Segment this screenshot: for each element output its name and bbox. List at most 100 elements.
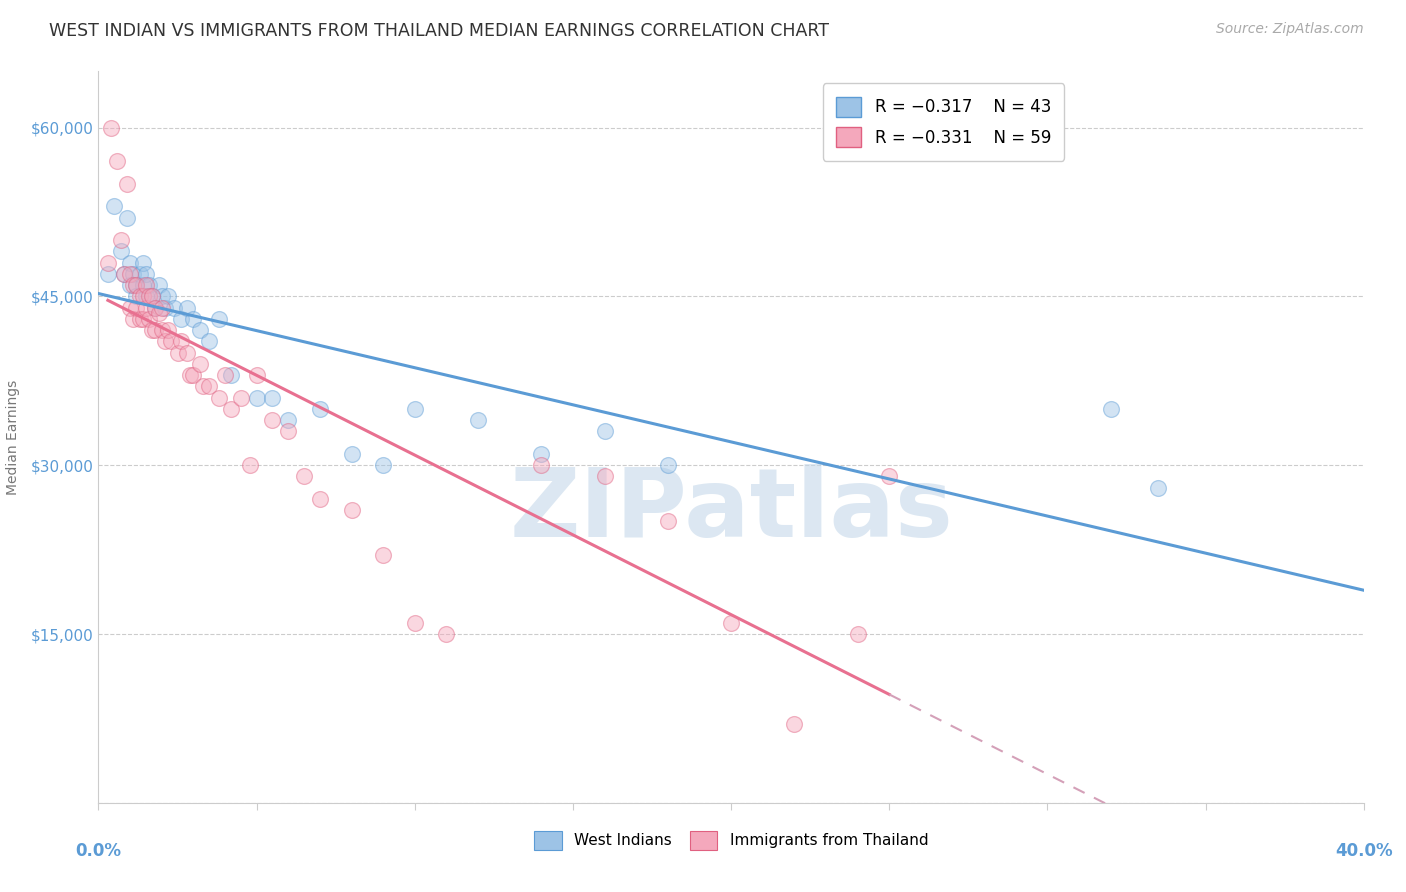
Point (100, 120, 122, 135)
Point (125, 289, 148, 303)
Point (371, 458, 394, 473)
Point (169, 312, 191, 326)
Text: Source: ZipAtlas.com: Source: ZipAtlas.com (1216, 22, 1364, 37)
Point (125, 301, 148, 315)
Point (107, 154, 129, 169)
Point (229, 391, 252, 405)
Point (169, 334, 191, 349)
Point (467, 413, 489, 427)
Point (309, 401, 332, 416)
Y-axis label: Median Earnings: Median Earnings (6, 379, 20, 495)
Point (657, 515, 679, 529)
Point (277, 425, 299, 439)
Point (188, 357, 211, 371)
Point (219, 401, 243, 416)
Point (262, 391, 284, 405)
Point (148, 278, 170, 293)
Point (128, 289, 150, 303)
Point (128, 312, 150, 326)
Point (208, 312, 231, 326)
Point (132, 312, 155, 326)
Point (141, 289, 163, 303)
Point (112, 267, 135, 281)
Point (132, 278, 155, 293)
Point (593, 425, 616, 439)
Point (371, 548, 394, 562)
Point (132, 255, 155, 269)
Point (132, 289, 155, 303)
Point (135, 267, 157, 281)
Point (135, 278, 157, 293)
Point (125, 278, 148, 293)
Point (160, 334, 183, 349)
Point (138, 289, 160, 303)
Point (846, 627, 869, 641)
Point (530, 447, 553, 461)
Point (135, 301, 157, 315)
Point (340, 503, 363, 517)
Point (150, 301, 173, 315)
Point (148, 306, 170, 320)
Text: 40.0%: 40.0% (1336, 842, 1392, 860)
Point (179, 368, 201, 383)
Text: ZIPatlas: ZIPatlas (509, 464, 953, 557)
Point (246, 368, 269, 383)
Point (262, 413, 284, 427)
Point (141, 289, 163, 303)
Point (277, 413, 299, 427)
Point (436, 627, 458, 641)
Legend: West Indians, Immigrants from Thailand: West Indians, Immigrants from Thailand (526, 823, 936, 857)
Point (877, 469, 900, 483)
Point (122, 312, 145, 326)
Point (145, 301, 166, 315)
Point (198, 334, 221, 349)
Point (208, 391, 231, 405)
Point (97, 267, 120, 281)
Point (530, 458, 553, 473)
Point (188, 323, 211, 337)
Point (145, 301, 166, 315)
Point (176, 301, 198, 315)
Point (593, 469, 616, 483)
Point (183, 368, 205, 383)
Point (153, 334, 176, 349)
Point (145, 323, 166, 337)
Point (103, 199, 125, 213)
Point (1147, 481, 1170, 495)
Point (720, 615, 742, 630)
Point (157, 289, 180, 303)
Point (163, 301, 186, 315)
Point (120, 301, 141, 315)
Point (120, 255, 141, 269)
Point (657, 458, 679, 473)
Point (115, 211, 138, 225)
Point (150, 323, 173, 337)
Point (153, 301, 176, 315)
Point (166, 345, 188, 359)
Point (219, 368, 243, 383)
Text: 0.0%: 0.0% (76, 842, 121, 860)
Point (176, 345, 198, 359)
Point (120, 278, 141, 293)
Point (1099, 401, 1122, 416)
Point (292, 469, 315, 483)
Point (122, 278, 145, 293)
Point (157, 323, 180, 337)
Point (183, 312, 205, 326)
Point (112, 267, 135, 281)
Point (138, 312, 160, 326)
Point (138, 278, 160, 293)
Point (141, 323, 163, 337)
Point (128, 267, 150, 281)
Point (115, 177, 138, 191)
Point (110, 244, 132, 259)
Point (309, 491, 332, 506)
Point (191, 379, 214, 393)
Point (150, 289, 173, 303)
Point (783, 717, 806, 731)
Point (340, 447, 363, 461)
Point (125, 278, 148, 293)
Point (120, 267, 141, 281)
Point (214, 368, 236, 383)
Point (404, 401, 426, 416)
